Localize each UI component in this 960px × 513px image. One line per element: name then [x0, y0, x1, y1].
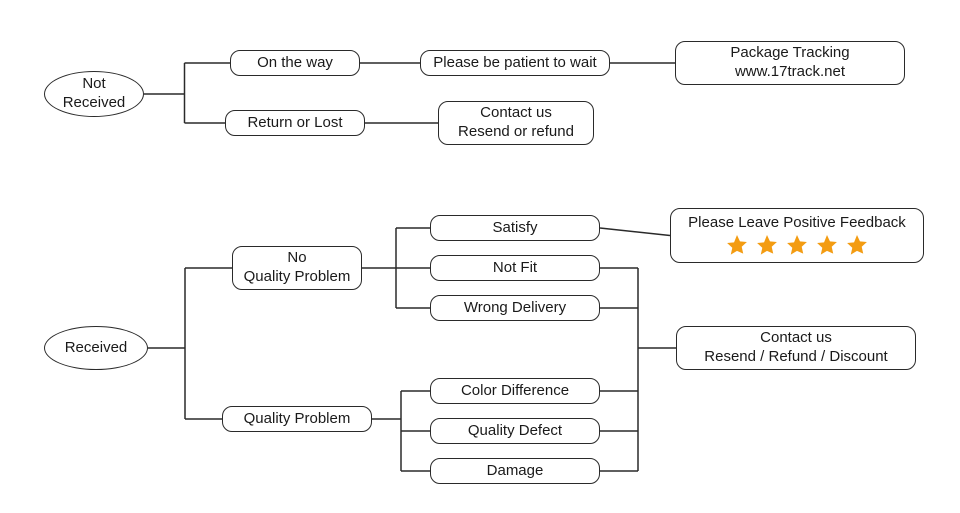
node-text: Return or Lost	[247, 114, 342, 133]
node-patient: Please be patient to wait	[420, 50, 610, 76]
node-text: Wrong Delivery	[464, 299, 566, 318]
node-damage: Damage	[430, 458, 600, 484]
star-row	[725, 233, 869, 257]
node-text: Please be patient to wait	[433, 54, 596, 73]
node-qp: Quality Problem	[222, 406, 372, 432]
node-text: Resend or refund	[458, 123, 574, 142]
node-text: Received	[65, 339, 128, 358]
node-contact_resend: Contact usResend or refund	[438, 101, 594, 145]
node-text: Quality Problem	[244, 268, 351, 287]
star-icon	[725, 233, 749, 257]
node-received: Received	[44, 326, 148, 370]
node-return_lost: Return or Lost	[225, 110, 365, 136]
node-text: No	[287, 249, 306, 268]
node-satisfy: Satisfy	[430, 215, 600, 241]
star-icon	[815, 233, 839, 257]
node-text: Satisfy	[492, 219, 537, 238]
node-wrong_del: Wrong Delivery	[430, 295, 600, 321]
node-no_qp: NoQuality Problem	[232, 246, 362, 290]
node-text: www.17track.net	[735, 63, 845, 82]
node-not_received: NotReceived	[44, 71, 144, 117]
node-not_fit: Not Fit	[430, 255, 600, 281]
node-text: Contact us	[480, 104, 552, 123]
node-text: Not Fit	[493, 259, 537, 278]
node-color_diff: Color Difference	[430, 378, 600, 404]
node-text: Please Leave Positive Feedback	[688, 214, 906, 231]
node-text: Contact us	[760, 329, 832, 348]
node-text: Color Difference	[461, 382, 569, 401]
star-icon	[845, 233, 869, 257]
star-icon	[755, 233, 779, 257]
node-text: Received	[63, 94, 126, 113]
node-on_the_way: On the way	[230, 50, 360, 76]
node-tracking: Package Trackingwww.17track.net	[675, 41, 905, 85]
node-text: Package Tracking	[730, 44, 849, 63]
node-q_defect: Quality Defect	[430, 418, 600, 444]
node-text: Not	[82, 75, 105, 94]
node-text: Quality Problem	[244, 410, 351, 429]
node-contact_rrd: Contact usResend / Refund / Discount	[676, 326, 916, 370]
node-text: On the way	[257, 54, 333, 73]
node-text: Resend / Refund / Discount	[704, 348, 887, 367]
star-icon	[785, 233, 809, 257]
node-text: Quality Defect	[468, 422, 562, 441]
node-feedback: Please Leave Positive Feedback	[670, 208, 924, 263]
node-text: Damage	[487, 462, 544, 481]
